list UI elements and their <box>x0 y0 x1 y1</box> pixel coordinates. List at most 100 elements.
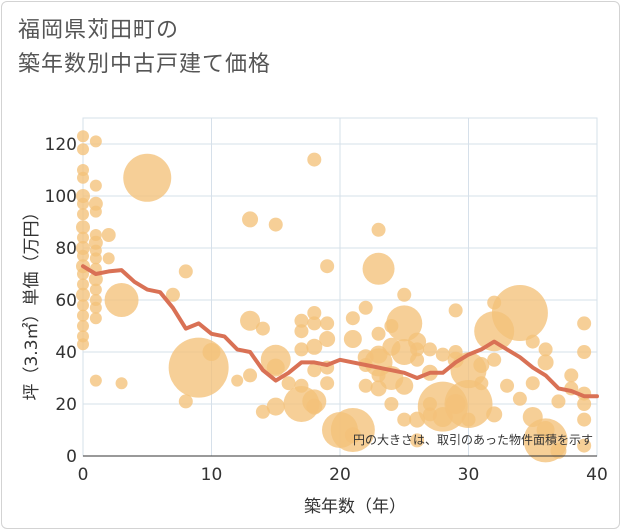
x-tick-label: 10 <box>201 465 223 485</box>
data-bubble <box>307 316 322 331</box>
data-bubble <box>344 427 361 444</box>
trend-line-series <box>81 264 599 399</box>
data-bubble <box>461 412 476 427</box>
data-bubble <box>487 352 502 367</box>
data-bubble <box>255 404 270 419</box>
data-bubble <box>266 358 285 377</box>
data-bubble <box>345 311 360 326</box>
data-bubble <box>473 357 490 373</box>
data-bubble <box>77 231 89 244</box>
data-bubble <box>551 394 566 409</box>
y-axis-title: 坪（3.3㎡）単価（万円） <box>22 203 42 400</box>
data-bubble <box>422 342 437 357</box>
data-bubble <box>320 259 335 274</box>
data-bubble <box>89 374 102 387</box>
chart-title: 福岡県苅田町の 築年数別中古戸建て価格 <box>18 14 271 82</box>
data-bubble <box>89 301 102 314</box>
data-bubble <box>77 130 89 143</box>
data-bubble <box>268 217 283 232</box>
x-axis-title: 築年数（年） <box>304 497 406 517</box>
x-tick-label: 0 <box>78 465 89 485</box>
data-bubble <box>307 152 322 167</box>
data-bubble <box>306 338 323 355</box>
data-bubble <box>397 287 412 302</box>
data-bubble <box>371 222 386 237</box>
data-bubble <box>577 397 592 411</box>
data-bubble <box>294 342 309 357</box>
data-bubble <box>76 287 90 302</box>
data-bubble <box>307 306 322 320</box>
data-bubble <box>77 208 89 221</box>
data-bubble <box>242 211 259 228</box>
y-tick-label: 80 <box>55 239 77 259</box>
x-tick-label: 30 <box>458 465 480 485</box>
data-bubble <box>525 334 540 349</box>
data-bubble <box>410 433 425 448</box>
data-bubble <box>281 376 296 391</box>
data-bubble <box>168 337 229 398</box>
data-bubble <box>77 299 89 312</box>
data-bubble <box>255 321 270 336</box>
data-bubble <box>320 316 335 331</box>
data-bubble <box>395 376 414 395</box>
data-bubble <box>358 300 373 315</box>
data-bubble <box>435 347 450 362</box>
data-bubble <box>89 252 102 265</box>
data-bubble <box>512 391 527 406</box>
data-bubble <box>550 442 567 459</box>
data-bubble <box>410 342 425 357</box>
data-bubble <box>89 205 102 218</box>
data-bubble <box>410 352 425 367</box>
data-bubble <box>89 135 102 148</box>
data-bubble <box>577 345 592 359</box>
data-bubble <box>319 331 336 347</box>
data-bubble <box>474 376 489 391</box>
data-bubble <box>386 305 423 342</box>
data-bubble <box>343 330 362 348</box>
data-bubble <box>397 412 412 427</box>
data-bubble <box>500 378 515 393</box>
data-bubble <box>577 438 592 453</box>
data-bubble <box>77 143 89 156</box>
data-bubble <box>537 354 554 371</box>
data-bubble <box>178 394 193 409</box>
data-bubble <box>77 268 89 280</box>
data-bubble <box>178 264 193 279</box>
data-bubble <box>89 312 102 325</box>
data-bubble <box>123 153 172 202</box>
y-tick-label: 120 <box>45 135 77 155</box>
data-bubble <box>243 368 258 383</box>
data-bubble <box>491 285 548 341</box>
data-bubble <box>294 324 309 339</box>
data-bubble <box>88 272 103 287</box>
y-tick-label: 40 <box>55 343 77 363</box>
data-bubble <box>320 376 335 391</box>
data-bubble <box>77 171 89 184</box>
data-bubble <box>77 197 89 210</box>
y-tick-label: 20 <box>55 395 77 415</box>
data-bubble <box>564 368 579 383</box>
data-bubble <box>102 252 115 265</box>
data-bubble <box>448 303 463 318</box>
y-tick-label: 60 <box>55 291 77 311</box>
data-bubble <box>77 320 89 332</box>
data-bubble <box>101 228 116 242</box>
data-bubble <box>76 220 90 235</box>
data-bubble <box>358 378 373 393</box>
data-bubble <box>294 313 309 328</box>
data-bubble <box>444 380 493 428</box>
x-tick-label: 40 <box>586 465 608 485</box>
data-bubble <box>77 309 89 322</box>
data-bubble <box>77 249 89 262</box>
chart-title-line-2: 築年数別中古戸建て価格 <box>18 52 272 77</box>
data-bubble <box>231 374 244 387</box>
data-bubble <box>525 376 540 391</box>
size-legend-note: 円の大きさは、取引のあった物件面積を示す <box>353 432 593 447</box>
data-bubble <box>307 363 322 378</box>
data-bubble <box>486 406 503 423</box>
data-bubble <box>577 412 592 427</box>
bubble-series <box>76 130 592 463</box>
axes: 0 10 20 30 40 0 20 40 60 80 100 120 <box>45 135 608 485</box>
data-bubble <box>165 287 180 302</box>
